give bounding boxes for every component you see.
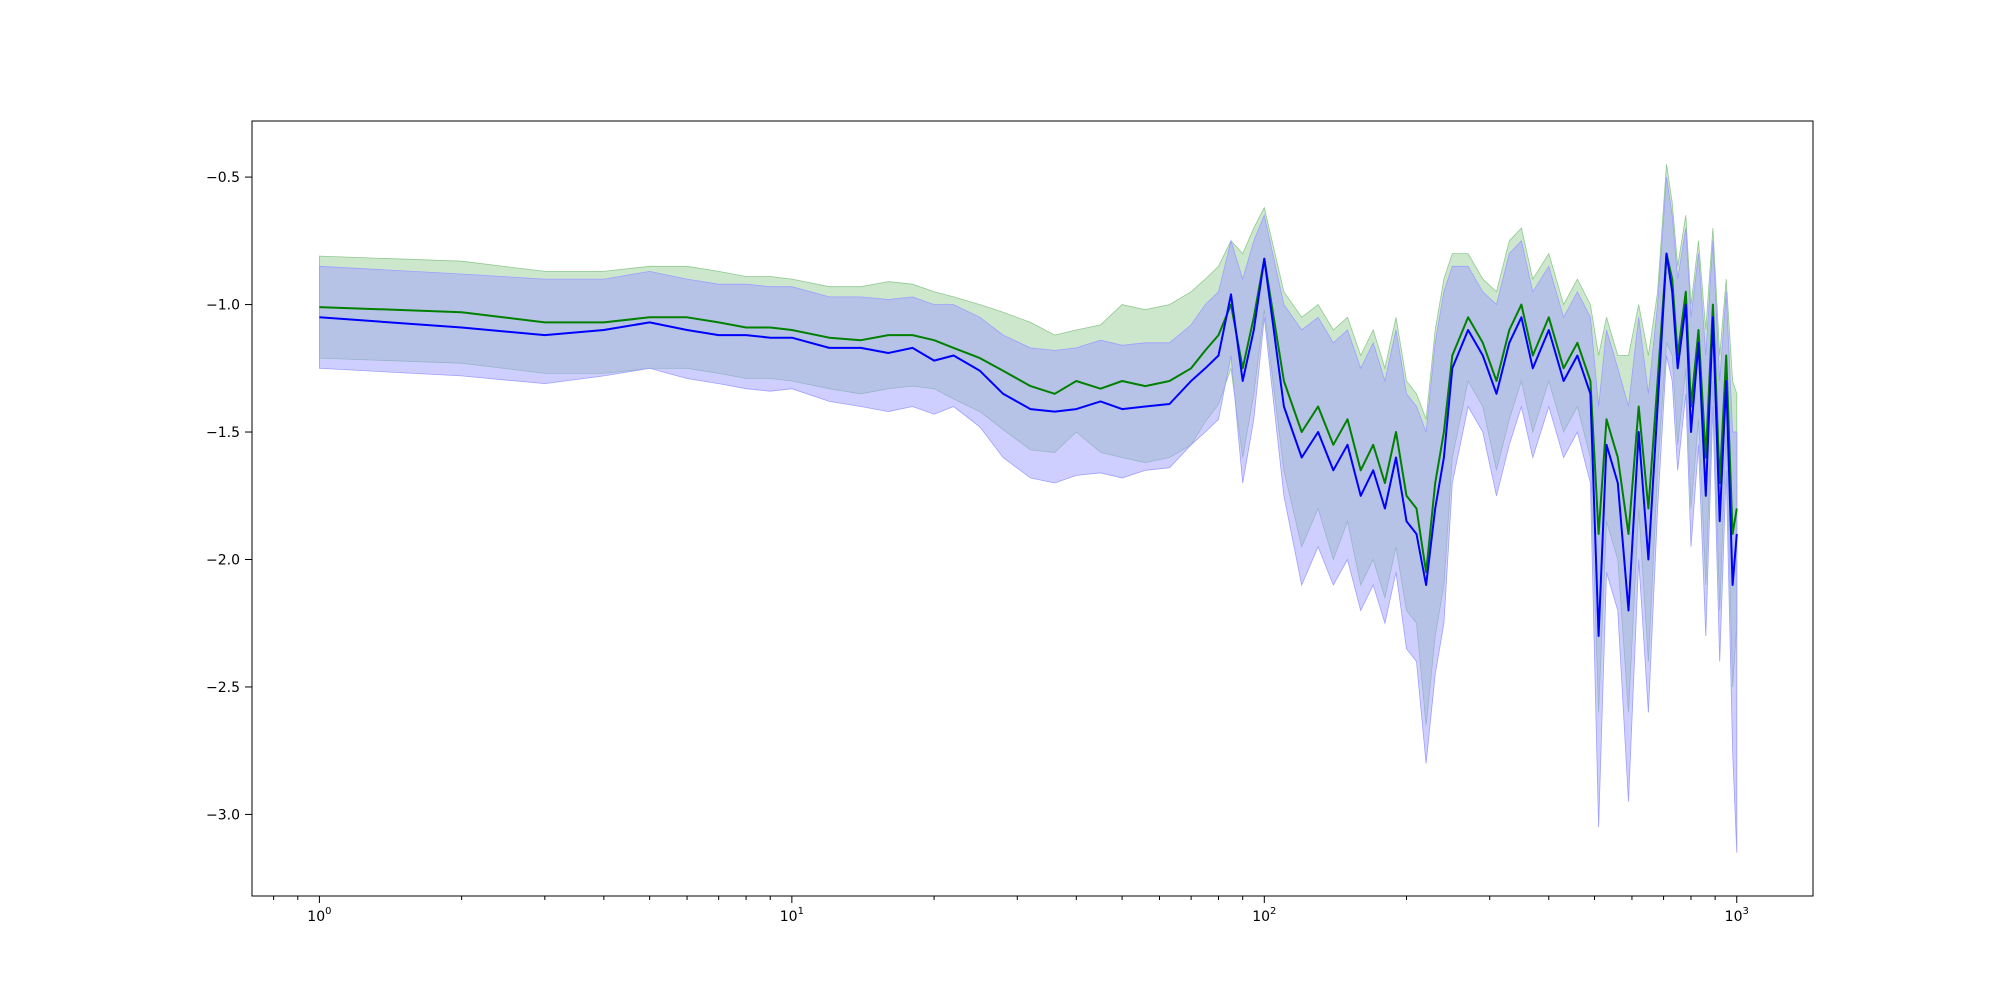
x-tick-label: 103 — [1725, 906, 1749, 925]
y-tick-label: −2.5 — [206, 680, 240, 696]
y-tick-label: −3.0 — [206, 807, 240, 823]
y-tick-label: −2.0 — [206, 552, 240, 568]
green-series-line — [319, 252, 1738, 574]
y-tick-label: −0.5 — [206, 170, 240, 186]
x-axis: 100 101 102 103 — [273, 896, 1749, 925]
y-axis: −0.5 −1.0 −1.5 −2.0 −2.5 −3.0 — [206, 170, 252, 823]
series-lines — [319, 252, 1738, 637]
x-tick-label: 102 — [1252, 906, 1276, 925]
x-tick-label: 100 — [307, 906, 331, 925]
y-tick-label: −1.5 — [206, 425, 240, 441]
x-tick-label: 101 — [780, 906, 804, 925]
blue-confidence-band — [319, 177, 1738, 853]
confidence-bands — [319, 164, 1738, 853]
blue-series-line — [319, 252, 1738, 637]
plot-frame — [251, 120, 1814, 897]
y-tick-label: −1.0 — [206, 298, 240, 314]
